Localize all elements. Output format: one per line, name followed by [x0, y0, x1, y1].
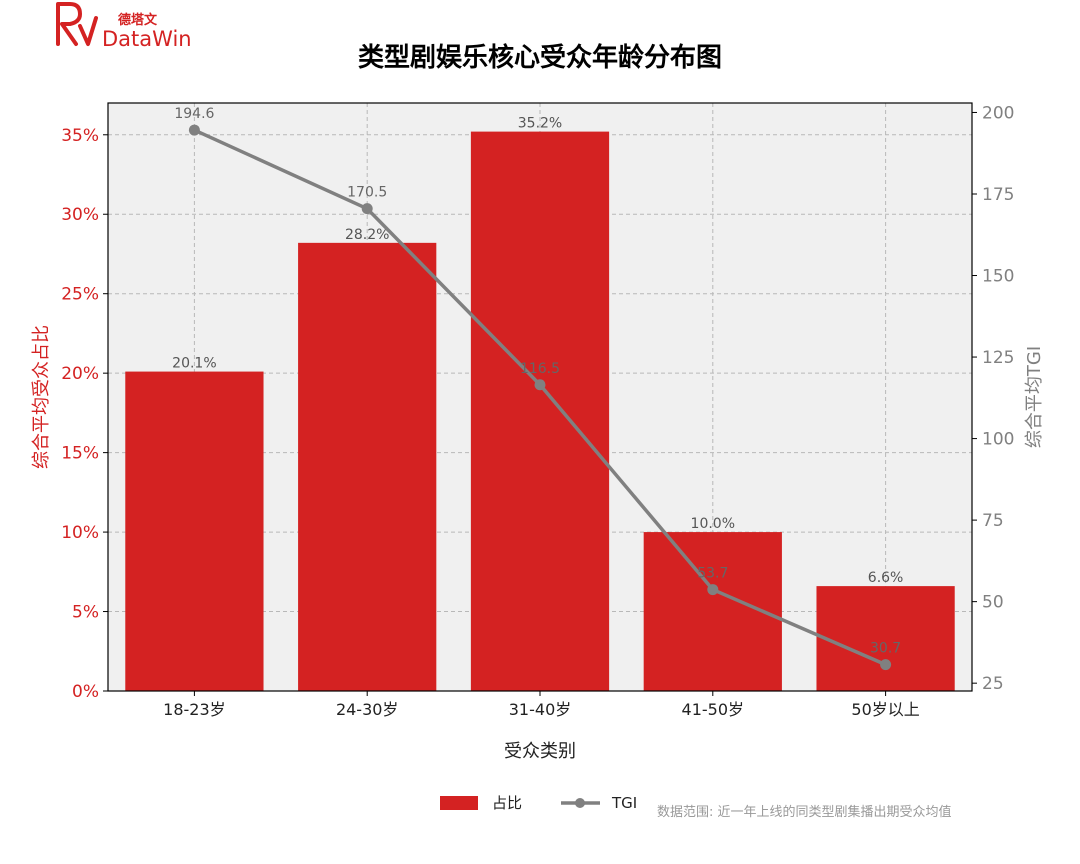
y2-tick-label: 200: [982, 103, 1014, 123]
brand-name-cn: 德塔文: [118, 12, 158, 28]
legend-label-bar: 占比: [492, 794, 522, 812]
tgi-point: [188, 124, 200, 136]
tgi-data-label: 116.5: [520, 361, 560, 377]
brand-logo: 德塔文 DataWin: [56, 2, 192, 51]
y2-tick-label: 125: [982, 348, 1014, 368]
y-tick-label: 35%: [61, 126, 99, 146]
y2-tick-label: 100: [982, 430, 1014, 450]
bar: [816, 586, 955, 691]
y2-tick-label: 150: [982, 267, 1014, 287]
tgi-data-label: 30.7: [870, 641, 901, 657]
legend-swatch-marker: [575, 798, 585, 808]
y-tick-label: 0%: [72, 682, 99, 702]
x-tick-label: 41-50岁: [682, 700, 745, 719]
y-tick-label: 10%: [61, 523, 99, 543]
y2-tick-label: 50: [982, 593, 1004, 613]
y2-axis-title: 综合平均TGI: [1024, 346, 1045, 448]
bar-data-label: 6.6%: [868, 570, 904, 586]
y2-tick-label: 175: [982, 185, 1014, 205]
bar-series: 20.1% 28.2% 35.2% 10.0% 6.6%: [125, 116, 955, 692]
legend-label-line: TGI: [611, 794, 637, 812]
bar: [125, 371, 264, 691]
brand-name: DataWin: [102, 27, 192, 51]
chart-title: 类型剧娱乐核心受众年龄分布图: [358, 42, 722, 73]
y-tick-label: 25%: [61, 285, 99, 305]
legend-swatch-bar: [440, 796, 478, 810]
tgi-point: [534, 379, 546, 391]
tgi-point: [707, 584, 719, 596]
tgi-data-label: 194.6: [174, 106, 214, 122]
tgi-point: [880, 659, 892, 671]
tgi-line-series: 194.6 170.5 116.5 53.7 30.7: [174, 106, 901, 671]
legend: 占比 TGI: [440, 794, 637, 812]
y2-tick-label: 25: [982, 674, 1004, 694]
bar: [298, 242, 437, 692]
x-tick-label: 31-40岁: [509, 700, 572, 719]
x-tick-label: 18-23岁: [163, 700, 226, 719]
y-tick-label: 20%: [61, 364, 99, 384]
bar: [643, 532, 782, 691]
bar-data-label: 35.2%: [518, 116, 562, 132]
y-tick-label: 30%: [61, 205, 99, 225]
datawin-logo-icon: [56, 2, 98, 46]
bar-data-label: 10.0%: [691, 516, 735, 532]
tgi-data-label: 170.5: [347, 185, 387, 201]
y-tick-label: 5%: [72, 603, 99, 623]
y2-tick-label: 75: [982, 511, 1004, 531]
x-axis-title: 受众类别: [504, 741, 576, 762]
x-tick-label: 24-30岁: [336, 700, 399, 719]
y-tick-label: 15%: [61, 444, 99, 464]
axes: 0% 5% 10% 15% 20% 25% 30% 35% 18-23岁 24-30岁 31-40岁…: [61, 103, 1014, 719]
data-source-note: 数据范围: 近一年上线的同类型剧集播出期受众均值: [657, 804, 952, 820]
y-axis-title: 综合平均受众占比: [31, 325, 52, 469]
tgi-data-label: 53.7: [697, 566, 728, 582]
bar-data-label: 20.1%: [172, 356, 216, 372]
tgi-point: [361, 203, 373, 215]
bar-data-label: 28.2%: [345, 227, 389, 243]
bar: [470, 131, 610, 691]
x-tick-label: 50岁以上: [851, 700, 919, 719]
